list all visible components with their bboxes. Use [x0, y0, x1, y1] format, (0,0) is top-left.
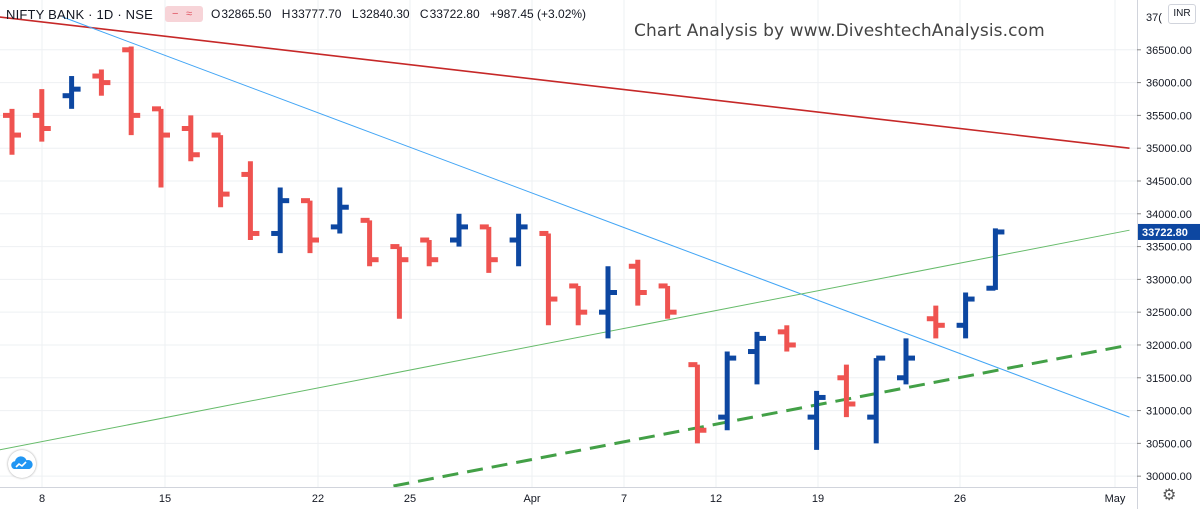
ohlc-bar	[152, 106, 170, 188]
tradingview-logo[interactable]	[8, 450, 36, 478]
last-price-box	[1138, 223, 1200, 240]
y-tick-label: 31000.00	[1146, 406, 1192, 418]
y-tick-label: 30500.00	[1146, 438, 1192, 450]
ohlc-bar	[777, 325, 796, 352]
ohlc-bar	[867, 355, 886, 444]
ohlc-bar	[122, 46, 141, 136]
y-axis[interactable]: 30000.00 30500.00 31000.00 31500.00 32000.00…	[1137, 12, 1192, 483]
y-tick-label: 35500.00	[1146, 110, 1192, 122]
ohlc-bar	[897, 338, 915, 385]
y-tick-label: 32500.00	[1146, 307, 1192, 319]
ohlc-values: O32865.50 H33777.70 L32840.30 C33722.80 …	[211, 7, 586, 21]
ohlc-bar	[420, 237, 439, 267]
ohlc-bar	[539, 230, 558, 326]
change-value: +987.45 (+3.02%)	[489, 7, 587, 21]
ohlc-bar	[599, 266, 617, 339]
x-axis[interactable]: 8 15 22 25 Apr 7 12 19 26 May	[39, 493, 1126, 505]
y-tick-label: 34500.00	[1146, 176, 1192, 188]
high-value: 33777.70	[291, 7, 342, 21]
ohlc-bar	[837, 364, 856, 418]
indicator-badge[interactable]: − ≈	[164, 6, 203, 22]
ohlc-bar	[807, 390, 826, 450]
ohlc-bar	[926, 305, 945, 339]
trendline	[393, 343, 1130, 488]
chart-header: NIFTY BANK · 1D · NSE − ≈ O32865.50 H337…	[6, 6, 586, 22]
grid	[0, 0, 1137, 487]
y-tick-label: 33000.00	[1146, 274, 1192, 286]
cloud-logo-icon	[11, 456, 33, 469]
ohlc-bar	[211, 132, 230, 208]
ohlc-bar	[92, 69, 111, 96]
x-tick-label: 22	[312, 493, 324, 505]
ohlc-bar	[956, 292, 975, 339]
trendline	[0, 16, 1130, 149]
ohlc-bar	[450, 213, 468, 247]
x-tick-label: 19	[812, 493, 824, 505]
open-value: 32865.50	[221, 7, 272, 21]
close-key: C	[419, 7, 429, 21]
ohlc-bar	[32, 89, 51, 142]
ohlc-bar	[658, 283, 677, 319]
ohlc-bar	[390, 244, 409, 319]
ohlc-bar	[62, 76, 81, 109]
ohlc-bar	[479, 224, 498, 273]
x-tick-label: 26	[954, 493, 966, 505]
ohlc-bar	[241, 161, 260, 241]
wave-icon: ≈	[185, 8, 193, 20]
ohlc-bar	[3, 108, 21, 155]
ohlc-bar	[986, 228, 1005, 291]
low-key: L	[351, 7, 359, 21]
x-tick-label: 15	[159, 493, 171, 505]
low-value: 32840.30	[359, 7, 410, 21]
high-key: H	[281, 7, 291, 21]
x-tick-label: 12	[710, 493, 722, 505]
watermark-text: Chart Analysis by www.DiveshtechAnalysis…	[634, 21, 1045, 41]
trendline	[0, 229, 1130, 451]
x-tick-label: 7	[621, 493, 627, 505]
y-tick-label: 35000.00	[1146, 143, 1192, 155]
trendlines	[0, 16, 1130, 488]
gear-icon[interactable]: ⚙	[1162, 487, 1177, 504]
ohlc-bar	[360, 217, 379, 267]
close-value: 33722.80	[429, 7, 480, 21]
ohlc-bar	[718, 351, 737, 431]
trendline	[62, 16, 1130, 418]
ohlc-bar	[748, 331, 766, 385]
x-tick-label: 8	[39, 493, 45, 505]
y-tick-label: 31500.00	[1146, 373, 1192, 385]
last-price-marker: 33722.80	[1138, 223, 1200, 240]
ohlc-bar	[509, 213, 528, 267]
ohlc-bar	[271, 187, 290, 254]
ohlc-bar	[330, 187, 349, 234]
currency-button[interactable]: INR	[1168, 4, 1196, 24]
minus-icon: −	[171, 8, 179, 20]
x-tick-label: 25	[404, 493, 416, 505]
ohlc-bar	[688, 362, 707, 444]
ohlc-bar	[628, 259, 647, 306]
y-tick-label: 36500.00	[1146, 45, 1192, 57]
x-tick-label: Apr	[523, 493, 540, 505]
y-tick-label: 32000.00	[1146, 340, 1192, 352]
ohlc-bar	[569, 283, 588, 326]
x-tick-label: May	[1105, 493, 1126, 505]
y-tick-label: 33500.00	[1146, 242, 1192, 254]
y-tick-label-top: 37(	[1146, 12, 1162, 24]
ohlc-bar	[301, 198, 319, 254]
open-key: O	[210, 7, 221, 21]
last-price-label: 33722.80	[1142, 227, 1188, 239]
y-tick-label: 36000.00	[1146, 78, 1192, 90]
y-tick-label: 34000.00	[1146, 209, 1192, 221]
bars	[3, 46, 1005, 450]
y-tick-label: 30000.00	[1146, 471, 1192, 483]
ohlc-bar	[181, 115, 200, 162]
symbol-label[interactable]: NIFTY BANK · 1D · NSE	[6, 6, 153, 22]
